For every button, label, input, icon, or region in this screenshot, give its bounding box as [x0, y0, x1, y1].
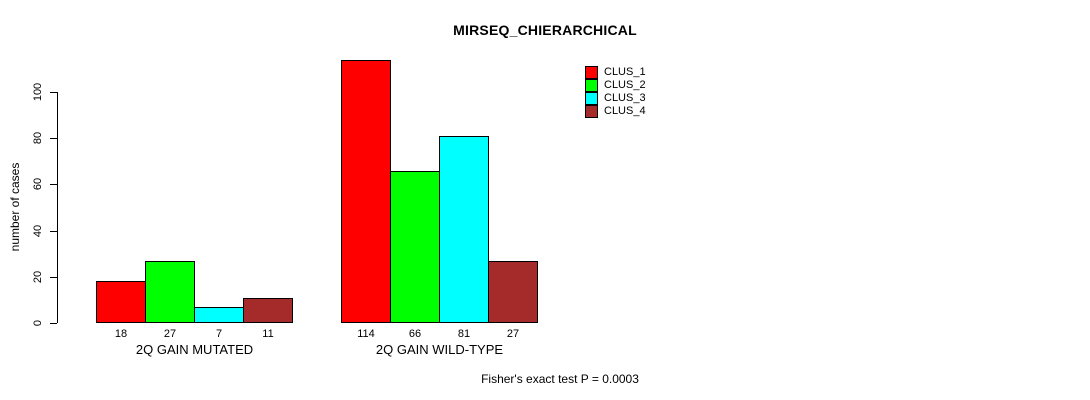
bar-value-label: 66	[408, 328, 422, 340]
bar-clus_1	[96, 281, 146, 323]
bar-value-label: 18	[114, 328, 128, 340]
legend-label: CLUS_2	[604, 79, 646, 91]
y-tick-label-text: 0	[32, 319, 44, 327]
bar-value-label: 7	[215, 328, 223, 340]
y-tick	[50, 138, 57, 139]
legend-swatch	[585, 92, 598, 105]
bar-clus_3	[439, 136, 489, 323]
y-tick	[50, 184, 57, 185]
legend-label: CLUS_3	[604, 92, 646, 104]
annotation-text: Fisher's exact test P = 0.0003	[481, 372, 639, 386]
bar-clus_2	[145, 261, 195, 323]
y-tick-label-text: 80	[32, 131, 44, 145]
y-tick	[50, 231, 57, 232]
bar-clus_1	[341, 60, 391, 323]
legend-label: CLUS_1	[604, 66, 646, 78]
bar-clus_3	[194, 307, 244, 323]
legend-label: CLUS_4	[604, 105, 646, 117]
bar-value-label: 114	[357, 328, 375, 340]
y-tick-label-text: 20	[32, 270, 44, 284]
y-tick-label-text: 100	[32, 82, 44, 102]
bar-value-label: 27	[163, 328, 177, 340]
y-tick	[50, 92, 57, 93]
bar-clus_4	[243, 298, 293, 323]
legend-swatch	[585, 105, 598, 118]
x-group-label: 2Q GAIN WILD-TYPE	[375, 342, 504, 357]
y-axis-line	[57, 92, 58, 323]
bar-clus_2	[390, 171, 440, 323]
y-tick	[50, 277, 57, 278]
y-tick	[50, 323, 57, 324]
y-axis-title-text: number of cases	[8, 162, 22, 252]
y-tick-label-text: 60	[32, 177, 44, 191]
bar-value-label: 81	[457, 328, 471, 340]
legend-swatch	[585, 79, 598, 92]
legend-swatch	[585, 66, 598, 79]
bar-value-label: 11	[262, 328, 274, 340]
bar-value-label: 27	[506, 328, 520, 340]
bar-clus_4	[488, 261, 538, 323]
chart-title: MIRSEQ_CHIERARCHICAL	[453, 22, 637, 38]
y-tick-label-text: 40	[32, 224, 44, 238]
x-group-label: 2Q GAIN MUTATED	[135, 342, 254, 357]
